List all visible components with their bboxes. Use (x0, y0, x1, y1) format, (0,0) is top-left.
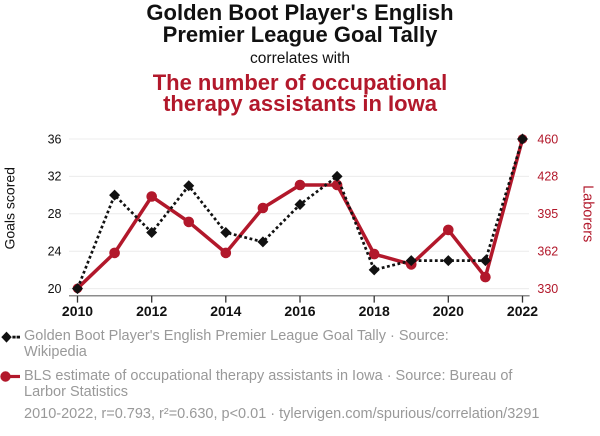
svg-text:362: 362 (537, 245, 558, 259)
svg-text:24: 24 (48, 245, 62, 259)
svg-text:2012: 2012 (136, 303, 167, 319)
svg-text:36: 36 (48, 132, 62, 146)
svg-text:2010: 2010 (62, 303, 93, 319)
svg-text:20: 20 (48, 282, 62, 296)
svg-text:2022: 2022 (507, 303, 538, 319)
svg-text:Laborers: Laborers (580, 185, 596, 242)
svg-text:428: 428 (537, 170, 558, 184)
svg-text:330: 330 (537, 282, 558, 296)
svg-text:2016: 2016 (284, 303, 315, 319)
svg-text:Goals scored: Goals scored (1, 167, 17, 249)
svg-text:2014: 2014 (210, 303, 241, 319)
svg-text:395: 395 (537, 207, 558, 221)
svg-text:32: 32 (48, 170, 62, 184)
svg-text:2020: 2020 (433, 303, 464, 319)
svg-text:28: 28 (48, 207, 62, 221)
svg-text:460: 460 (537, 132, 558, 146)
svg-text:2018: 2018 (359, 303, 390, 319)
